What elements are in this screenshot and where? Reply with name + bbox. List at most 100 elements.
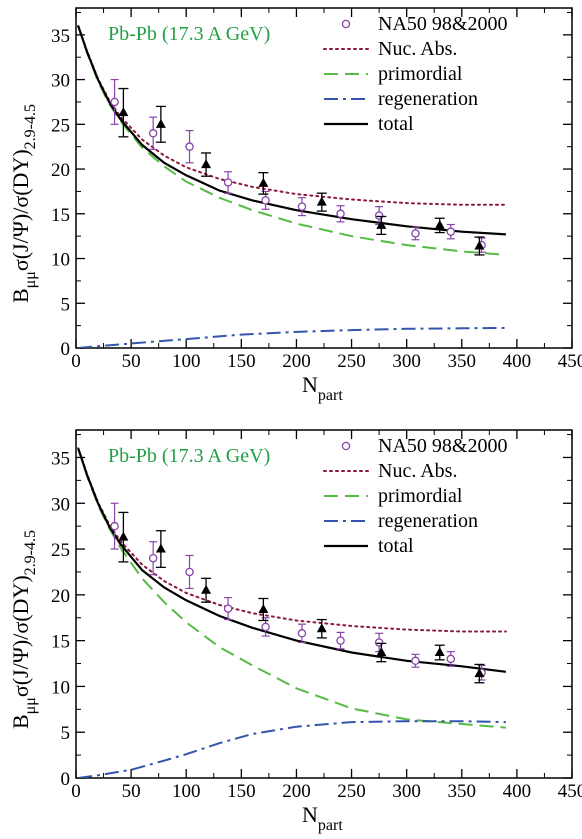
triangle-data-point [118, 107, 129, 117]
triangle-data-point [474, 668, 485, 678]
legend-label: total [378, 113, 414, 135]
circle-data-point [336, 209, 345, 219]
y-tick-label: 20 [51, 160, 70, 181]
series-nuc-abs--line [77, 24, 507, 206]
x-tick-label: 0 [71, 351, 81, 372]
triangle-data-point [201, 584, 212, 594]
circle-data-point [446, 654, 456, 664]
legend-circle-marker [341, 441, 351, 451]
y-axis-title-main: B [8, 288, 33, 303]
circle-data-point [446, 227, 456, 236]
series-regeneration-line [78, 326, 506, 348]
y-axis-title-sub1: μμ [22, 697, 39, 714]
triangle-data-point [376, 219, 387, 229]
x-tick-label: 350 [448, 351, 477, 372]
circle-data-point [110, 521, 119, 531]
x-tick-label: 300 [392, 351, 421, 372]
circle-data-point [297, 629, 307, 638]
circle-data-point [110, 97, 119, 107]
y-axis-title-main: B [8, 714, 33, 729]
x-tick-label: 100 [172, 351, 201, 372]
legend: NA50 98&2000 Nuc. Abs. primordial regenerat… [323, 435, 507, 557]
annotation-label: Pb-Pb (17.3 A GeV) [108, 445, 270, 467]
x-tick-label: 200 [282, 351, 311, 372]
legend-label: Nuc. Abs. [378, 38, 457, 60]
circle-data-point [185, 142, 194, 151]
x-tick-label: 200 [282, 781, 311, 802]
y-tick-label: 10 [51, 677, 70, 698]
series-total-line [77, 447, 507, 673]
legend-label: Nuc. Abs. [378, 460, 457, 482]
x-tick-label: 400 [503, 351, 532, 372]
x-tick-label: 0 [71, 781, 81, 802]
y-axis-title-mid: σ(J/Ψ)/σ(DY) [8, 575, 33, 697]
y-axis-title-sub2: 2.9-4.5 [22, 104, 39, 149]
legend-label: NA50 98&2000 [378, 435, 507, 457]
y-tick-label: 10 [51, 250, 70, 271]
annotation-label: Pb-Pb (17.3 A GeV) [108, 23, 270, 45]
circle-data-point [148, 129, 158, 138]
x-tick-label: 300 [392, 781, 421, 802]
y-tick-label: 0 [61, 339, 71, 360]
y-tick-label: 20 [51, 586, 70, 607]
x-tick-label: 100 [172, 781, 201, 802]
x-tick-label: 250 [337, 351, 366, 372]
x-tick-label: 350 [448, 781, 477, 802]
circle-data-point [336, 636, 345, 645]
triangle-data-point [258, 177, 269, 187]
triangle-data-point [434, 219, 445, 229]
legend: NA50 98&2000 Nuc. Abs. primordial regenerat… [323, 13, 507, 135]
triangle-data-point [155, 543, 166, 553]
legend-label: regeneration [378, 88, 478, 110]
y-tick-label: 25 [51, 115, 70, 136]
circle-data-point [411, 656, 420, 666]
triangle-data-point [201, 159, 212, 169]
y-tick-label: 0 [61, 769, 71, 790]
legend-label: primordial [378, 63, 463, 85]
circle-data-point [185, 567, 194, 577]
x-tick-label: 450 [558, 781, 582, 802]
x-axis-title: Npart [302, 372, 343, 404]
x-axis-title-sub: part [318, 387, 343, 404]
plot-area [77, 24, 507, 348]
circle-data-point [223, 604, 233, 613]
triangle-data-point [118, 531, 129, 541]
legend-label: NA50 98&2000 [378, 13, 507, 35]
y-axis-title-sub1: μμ [22, 271, 39, 288]
y-axis-title-sub2: 2.9-4.5 [22, 530, 39, 575]
circle-data-point [261, 196, 270, 205]
circle-data-point [148, 553, 158, 563]
y-axis-title: Bμμσ(J/Ψ)/σ(DY)2.9-4.5 [8, 104, 39, 303]
plot-frame [75, 7, 573, 349]
triangle-data-point [316, 623, 327, 633]
legend-label: total [378, 535, 414, 557]
series-total-line [77, 25, 506, 236]
legend-label: regeneration [378, 510, 478, 532]
triangle-data-point [258, 603, 269, 613]
y-tick-label: 15 [51, 205, 70, 226]
legend-circle-marker [341, 19, 351, 29]
legend-label: primordial [378, 485, 463, 507]
y-tick-label: 5 [61, 723, 71, 744]
triangle-data-point [376, 647, 387, 657]
x-tick-label: 50 [122, 351, 141, 372]
x-tick-label: 50 [122, 781, 141, 802]
y-tick-label: 15 [51, 632, 70, 653]
triangle-data-point [434, 647, 445, 657]
plot-frame [75, 429, 573, 779]
y-axis-title: Bμμσ(J/Ψ)/σ(DY)2.9-4.5 [8, 530, 39, 729]
chart-panel-1: 0 50 100 150 200 250 300 350 400 450 0 5 10 15 20 25 30 3… [8, 7, 582, 404]
chart-panel-2: 0 50 100 150 200 250 300 350 400 450 0 5 10 15 20 25 30 3… [8, 429, 582, 834]
x-tick-label: 150 [227, 781, 256, 802]
x-tick-label: 250 [337, 781, 366, 802]
y-tick-label: 35 [51, 448, 70, 469]
x-axis-title-sub: part [318, 817, 343, 834]
x-axis-title: Npart [302, 802, 343, 834]
x-tick-label: 400 [503, 781, 532, 802]
x-axis-title-main: N [302, 372, 318, 397]
x-tick-label: 150 [227, 351, 256, 372]
y-tick-label: 35 [51, 26, 70, 47]
y-axis-title-mid: σ(J/Ψ)/σ(DY) [8, 149, 33, 271]
circle-data-point [297, 202, 307, 211]
